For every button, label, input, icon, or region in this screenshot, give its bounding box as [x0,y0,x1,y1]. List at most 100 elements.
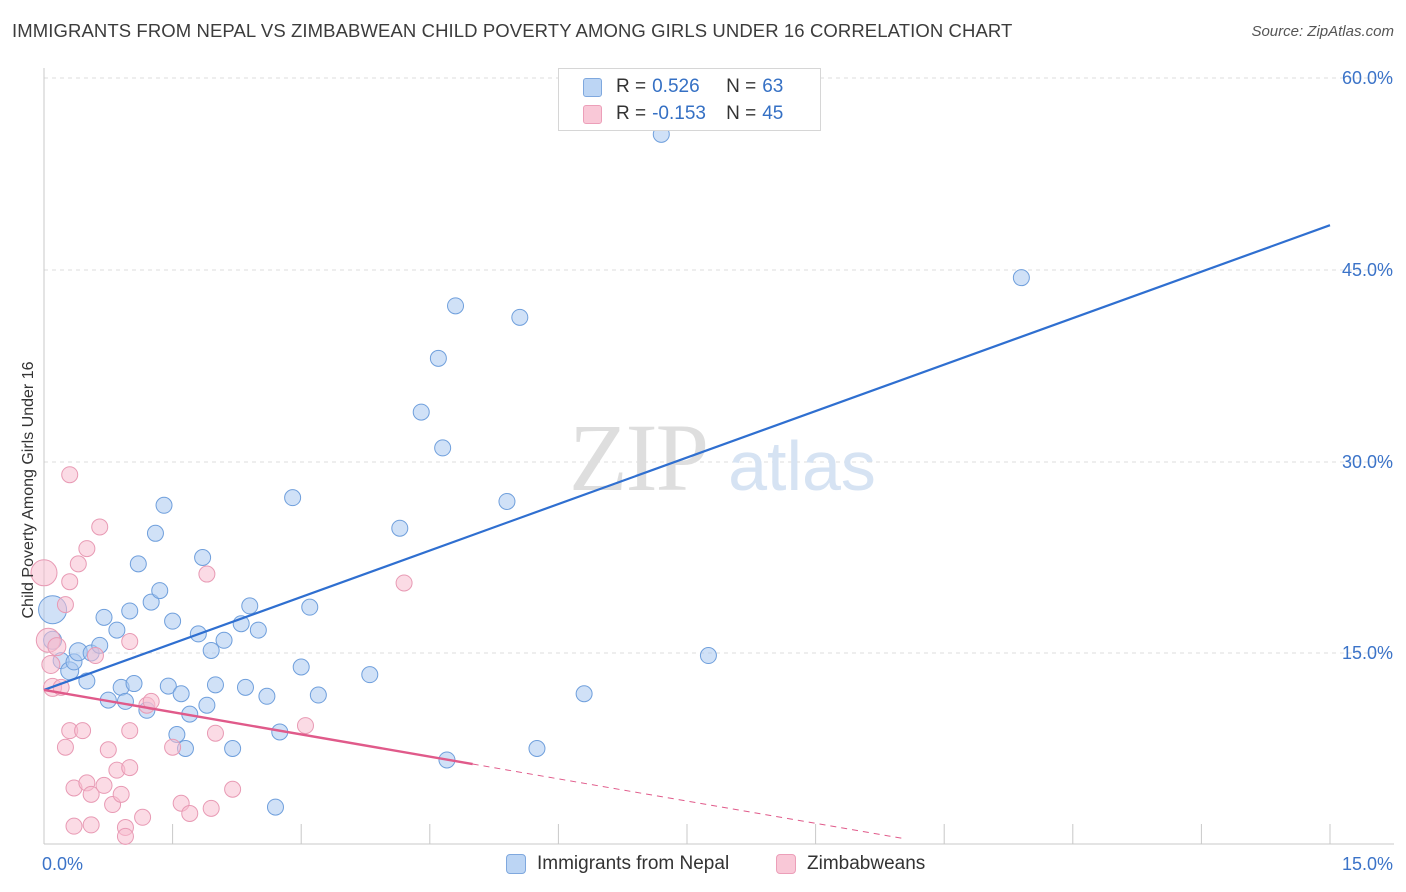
series-swatch-nepal [506,854,526,874]
zimbabwean-point [61,466,79,484]
zimbabwean-point [56,596,74,614]
nepal-point [412,403,430,421]
zimbabwean-point [30,559,58,587]
correlation-legend: R = 0.526 N = 63 R = -0.153 N = 45 [558,68,821,131]
legend-swatch-zimbabweans [583,104,602,124]
zimbabwean-point [116,827,134,845]
nepal-point [1012,269,1030,287]
zimbabwean-point [82,816,100,834]
legend-row-nepal: R = 0.526 N = 63 [583,75,783,99]
legend-swatch-nepal [583,77,602,97]
legend-r-label: R = [616,103,647,124]
y-tick-label: 60.0% [1342,68,1393,88]
nepal-point [266,798,284,816]
zimbabwean-point [69,555,87,573]
nepal-point [95,608,113,626]
nepal-point [434,439,452,457]
nepal-point [361,666,379,684]
x-tick-label: 0.0% [42,854,83,874]
source-credit: Source: ZipAtlas.com [1251,23,1394,40]
legend-row-zimbabweans: R = -0.153 N = 45 [583,102,783,126]
nepal-point [241,597,259,615]
zimbabwean-point [202,799,220,817]
nepal-point [121,602,139,620]
data-points [30,125,1030,845]
zimbabwean-point [91,518,109,536]
nepal-trend-line [43,224,1331,691]
nepal-point [151,582,169,600]
legend-r-value: -0.153 [652,103,706,124]
zimbabwean-trend-line [43,688,473,766]
zimbabwean-point [134,808,152,826]
zimbabwean-point [395,574,413,592]
nepal-point [194,549,212,566]
zimbabwean-trend-line-extension [472,763,906,840]
zimbabwean-point [82,785,100,803]
nepal-point [236,678,254,696]
nepal-point [699,647,717,665]
y-axis-label: Child Poverty Among Girls Under 16 [20,361,37,619]
nepal-point [125,675,143,693]
nepal-point [301,598,319,616]
nepal-point [511,308,529,326]
nepal-point [249,621,267,639]
series-name-nepal: Immigrants from Nepal [537,853,730,874]
zimbabwean-point [95,776,113,794]
nepal-point [429,349,447,367]
zimbabwean-point [224,780,242,798]
nepal-point [202,641,220,659]
x-tick-label: 15.0% [1342,854,1393,874]
nepal-point [309,686,327,704]
legend-n-value: 63 [762,76,784,97]
nepal-point [258,687,276,705]
watermark-atlas: atlas [728,427,876,505]
zimbabwean-point [65,817,83,835]
legend-r-label: R = [616,76,647,97]
nepal-point [215,631,233,649]
series-swatch-zimbabweans [776,854,796,874]
legend-n-value: 45 [762,103,784,124]
zimbabwean-point [74,722,92,740]
nepal-point [198,696,216,714]
nepal-point [498,492,516,510]
zimbabwean-point [47,637,67,657]
zimbabwean-point [56,738,74,756]
zimbabwean-point [78,540,96,558]
nepal-point [155,496,173,514]
series-name-zimbabweans: Zimbabweans [807,853,926,874]
nepal-point [108,621,126,639]
zimbabwean-point [61,573,79,591]
legend-r-value: 0.526 [652,76,700,97]
zimbabwean-point [112,785,130,803]
nepal-point [159,677,177,695]
nepal-point [391,519,409,537]
zimbabwean-point [99,741,117,759]
zimbabwean-point [164,738,182,756]
zimbabwean-point [296,717,314,735]
zimbabwean-point [206,724,224,742]
nepal-point [575,685,593,703]
nepal-point [172,685,190,703]
y-tick-label: 15.0% [1342,643,1393,663]
nepal-point [146,524,164,542]
zimbabwean-point [198,565,216,583]
nepal-point [224,740,242,757]
zimbabwean-point [181,804,199,822]
y-tick-label: 45.0% [1342,260,1393,280]
nepal-point [284,489,302,507]
zimbabwean-point [86,647,104,665]
nepal-point [447,297,465,315]
zimbabwean-point [121,759,139,777]
trend-lines [43,224,1331,840]
nepal-point [129,555,147,573]
chart-title: IMMIGRANTS FROM NEPAL VS ZIMBABWEAN CHIL… [12,20,1013,41]
zimbabwean-point [41,654,61,674]
zimbabwean-point [121,722,139,740]
legend-n-label: N = [726,76,757,97]
watermark: ZIP atlas [569,404,876,511]
axes [43,68,1394,845]
nepal-point [164,612,182,630]
nepal-point [142,593,160,611]
y-axis-label-wrap: Child Poverty Among Girls Under 16 [16,40,42,830]
